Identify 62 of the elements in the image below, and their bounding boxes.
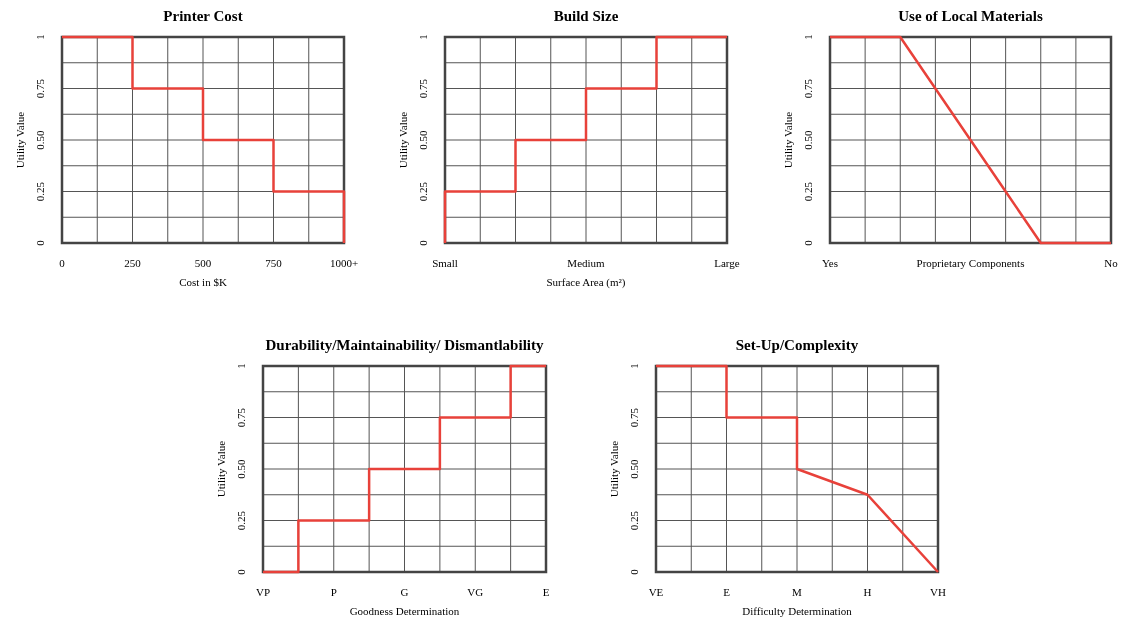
chart-title: Build Size bbox=[553, 8, 619, 24]
x-tick-label: G bbox=[400, 586, 409, 598]
x-tick-label: Large bbox=[714, 257, 740, 269]
x-tick-label: Proprietary Components bbox=[916, 257, 1025, 269]
line-series bbox=[828, 35, 1113, 245]
x-tick-label: Medium bbox=[567, 257, 606, 269]
y-tick-label: 0.75 bbox=[34, 78, 46, 99]
x-tick-label: VE bbox=[648, 586, 664, 598]
y-tick-label: 1 bbox=[628, 363, 640, 369]
y-axis-title: Utility Value bbox=[608, 440, 620, 498]
x-tick-label: VH bbox=[930, 586, 946, 598]
chart-title: Use of Local Materials bbox=[898, 8, 1043, 24]
y-tick-label: 0.75 bbox=[417, 78, 429, 99]
x-tick-label: 1000+ bbox=[329, 257, 359, 269]
y-tick-label: 0 bbox=[802, 239, 814, 246]
y-tick-label: 0.50 bbox=[417, 129, 429, 150]
y-tick-label: 1 bbox=[34, 34, 46, 40]
x-tick-label: P bbox=[330, 586, 337, 598]
y-axis-title: Utility Value bbox=[397, 111, 409, 169]
x-tick-label: 500 bbox=[194, 257, 212, 269]
y-tick-label: 0.25 bbox=[417, 181, 429, 202]
x-tick-label: VG bbox=[467, 586, 484, 598]
y-tick-label: 0 bbox=[417, 239, 429, 246]
y-tick-label: 1 bbox=[417, 34, 429, 40]
x-tick-label: H bbox=[863, 586, 872, 598]
y-tick-label: 0.25 bbox=[628, 510, 640, 531]
y-tick-label: 0 bbox=[34, 239, 46, 246]
y-tick-label: 0.75 bbox=[802, 78, 814, 99]
y-tick-label: 0.50 bbox=[235, 458, 247, 479]
x-axis-title: Cost in $K bbox=[179, 276, 227, 288]
y-tick-label: 0.50 bbox=[628, 458, 640, 479]
y-axis-title: Utility Value bbox=[215, 440, 227, 498]
y-tick-label: 0.75 bbox=[235, 407, 247, 428]
x-tick-label: No bbox=[1104, 257, 1119, 269]
x-tick-label: E bbox=[723, 586, 731, 598]
y-tick-label: 0.25 bbox=[802, 181, 814, 202]
y-tick-label: 1 bbox=[235, 363, 247, 369]
x-axis-title: Goodness Determination bbox=[349, 605, 460, 617]
y-axis-title: Utility Value bbox=[14, 111, 26, 169]
x-axis-title: Difficulty Determination bbox=[742, 605, 853, 617]
y-tick-label: 0.50 bbox=[34, 129, 46, 150]
x-tick-label: Small bbox=[432, 257, 458, 269]
x-tick-label: 750 bbox=[265, 257, 283, 269]
x-axis-title: Surface Area (m²) bbox=[546, 276, 626, 289]
y-tick-label: 1 bbox=[802, 34, 814, 40]
y-tick-label: 0 bbox=[235, 568, 247, 575]
y-tick-label: 0.75 bbox=[628, 407, 640, 428]
y-axis-title: Utility Value bbox=[782, 111, 794, 169]
x-tick-label: 0 bbox=[59, 257, 66, 269]
x-tick-label: E bbox=[542, 586, 550, 598]
y-tick-label: 0 bbox=[628, 568, 640, 575]
y-tick-label: 0.25 bbox=[235, 510, 247, 531]
x-tick-label: M bbox=[792, 586, 803, 598]
x-tick-label: 250 bbox=[124, 257, 142, 269]
y-tick-label: 0.50 bbox=[802, 129, 814, 150]
x-tick-label: VP bbox=[255, 586, 271, 598]
chart-title: Printer Cost bbox=[163, 8, 243, 24]
x-tick-label: Yes bbox=[821, 257, 839, 269]
chart-title: Durability/Maintainability/ Dismantlability bbox=[265, 337, 544, 353]
y-tick-label: 0.25 bbox=[34, 181, 46, 202]
chart-title: Set-Up/Complexity bbox=[735, 337, 859, 353]
line-series bbox=[60, 35, 346, 245]
